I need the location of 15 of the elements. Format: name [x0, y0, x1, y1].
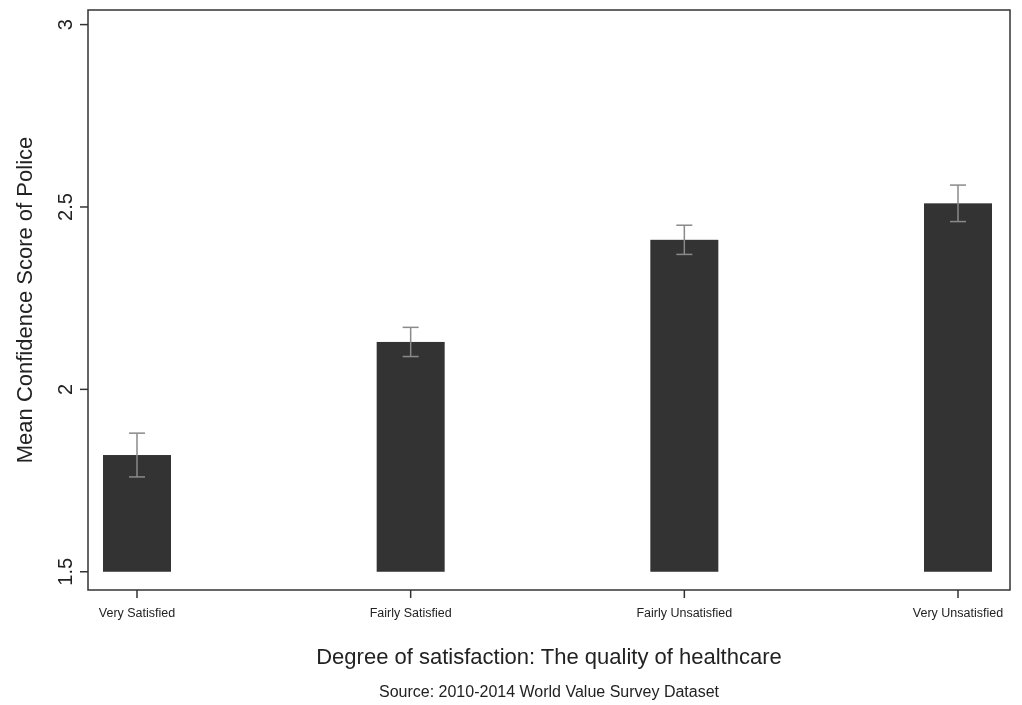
y-tick-label: 2.5 [54, 193, 76, 221]
y-axis-title: Mean Confidence Score of Police [12, 136, 37, 464]
bar [376, 341, 445, 572]
x-tick-label: Very Satisfied [98, 606, 176, 620]
bar [103, 455, 171, 572]
x-tick-label: Very Unsatisfied [912, 606, 1004, 620]
bar [650, 239, 719, 572]
y-tick-label: 2 [54, 383, 76, 395]
x-tick-label: Fairly Satisfied [369, 606, 452, 620]
bar [924, 203, 992, 572]
y-tick-label: 1.5 [54, 557, 76, 586]
x-axis-title: Degree of satisfaction: The quality of healthcare [316, 644, 782, 669]
source-note: Source: 2010-2014 World Value Survey Dataset [378, 683, 720, 700]
y-tick-label: 3 [54, 19, 76, 31]
x-tick-label: Fairly Unsatisfied [636, 606, 733, 620]
